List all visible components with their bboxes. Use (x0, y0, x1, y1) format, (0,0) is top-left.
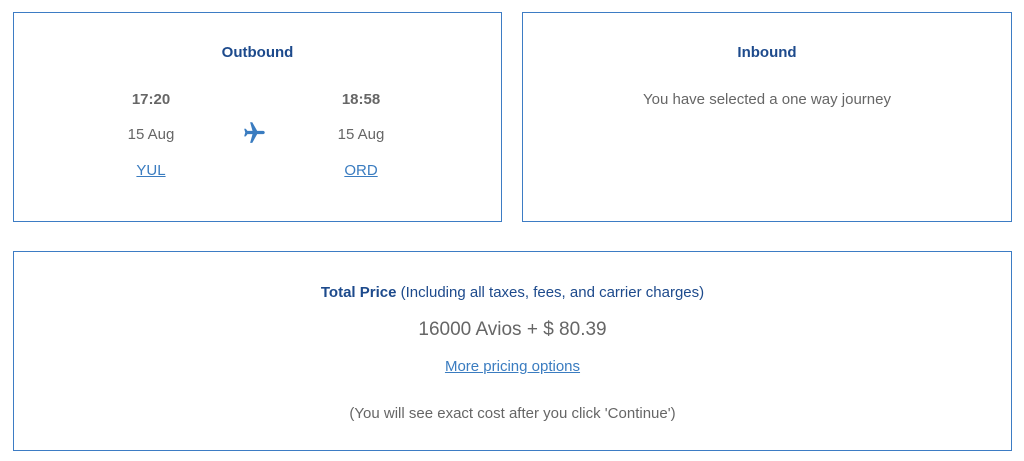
total-price-line: Total Price (Including all taxes, fees, … (14, 284, 1011, 301)
one-way-message: You have selected a one way journey (643, 91, 891, 108)
price-amount: 16000 Avios + $ 80.39 (418, 319, 607, 340)
depart-time: 17:20 (131, 91, 171, 108)
total-price-label: Total Price (320, 284, 397, 301)
depart-airport-wrap: YUL (101, 162, 201, 179)
total-price-note: (Including all taxes, fees, and carrier … (400, 284, 705, 301)
more-pricing-wrap: More pricing options (14, 358, 1011, 375)
arrive-airport-link[interactable]: ORD (344, 162, 378, 179)
price-disclaimer: (You will see exact cost after you click… (349, 405, 676, 422)
more-pricing-link[interactable]: More pricing options (444, 358, 581, 375)
inbound-panel: Inbound You have selected a one way jour… (522, 12, 1012, 222)
outbound-title: Outbound (221, 44, 294, 61)
price-panel: Total Price (Including all taxes, fees, … (13, 251, 1012, 451)
outbound-panel: Outbound 17:20 15 Aug YUL 18:58 15 Aug O… (13, 12, 502, 222)
arrive-date: 15 Aug (337, 126, 385, 143)
depart-date: 15 Aug (127, 126, 175, 143)
arrive-time: 18:58 (341, 91, 381, 108)
inbound-title: Inbound (737, 44, 797, 61)
depart-airport-link[interactable]: YUL (136, 162, 166, 179)
airplane-icon (240, 119, 270, 147)
arrive-airport-wrap: ORD (311, 162, 411, 179)
